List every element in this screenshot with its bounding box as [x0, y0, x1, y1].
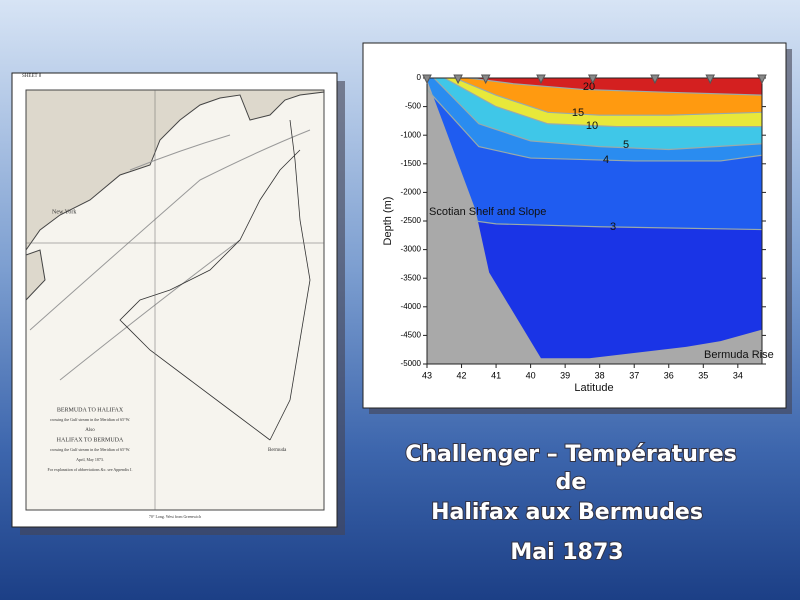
- x-tick-label: 34: [733, 370, 743, 380]
- y-tick-label: -2000: [401, 188, 422, 197]
- map-label: Bermuda: [268, 448, 287, 453]
- station: [480, 74, 491, 85]
- contour-line: [475, 220, 762, 231]
- contour-label: 10: [586, 120, 598, 132]
- map-subtitle: crossing the Gulf stream in the Meridian…: [50, 447, 130, 452]
- x-tick-label: 37: [629, 370, 639, 380]
- contour-label: 5: [623, 139, 629, 151]
- contour-line: [454, 78, 762, 116]
- station: [587, 74, 598, 85]
- contour-label: 4: [603, 154, 609, 166]
- contour-line: [427, 89, 762, 162]
- y-tick-label: -500: [405, 102, 422, 111]
- y-axis-label: Depth (m): [382, 197, 394, 246]
- station: [757, 74, 767, 85]
- axes: 0 -500 -1000 -1500 -2000 -2500 -3000 -3500 -4000…: [401, 73, 766, 380]
- x-tick-label: 40: [526, 370, 536, 380]
- temperature-band: [427, 78, 762, 96]
- y-tick-label: -1500: [401, 159, 422, 168]
- x-tick-label: 35: [698, 370, 708, 380]
- slide-title: de: [556, 470, 587, 495]
- x-tick-label: 43: [422, 370, 432, 380]
- plot-area: [427, 78, 762, 364]
- y-tick-label: 0: [417, 73, 422, 82]
- y-tick-label: -1000: [401, 130, 422, 139]
- map-footer: 70° Long. West from Greenwich: [149, 514, 201, 519]
- contour-label: 15: [572, 107, 584, 119]
- map-note: For explanation of abbreviations &c. see…: [48, 467, 133, 472]
- x-tick-label: 38: [595, 370, 605, 380]
- map-subtitle: crossing the Gulf stream in the Meridian…: [50, 417, 130, 422]
- slide-title: Halifax aux Bermudes: [431, 500, 703, 525]
- slide-date: Mai 1873: [510, 540, 623, 565]
- station: [422, 74, 432, 85]
- map-sheet: SHEET 8: [22, 74, 42, 79]
- y-tick-label: -2500: [401, 216, 422, 225]
- slide-title: Challenger – Températures: [405, 442, 737, 467]
- annotation: Bermuda Rise: [704, 349, 774, 361]
- x-tick-label: 39: [560, 370, 570, 380]
- map-text: Also: [85, 428, 95, 433]
- annotation: Scotian Shelf and Slope: [429, 206, 546, 218]
- y-tick-label: -4000: [401, 302, 422, 311]
- station: [453, 74, 463, 85]
- contour-line: [468, 78, 762, 96]
- map-title: BERMUDA TO HALIFAX: [57, 407, 124, 413]
- x-tick-label: 41: [491, 370, 501, 380]
- contour-label: 3: [610, 221, 616, 233]
- contour-line: [433, 78, 762, 151]
- map-date: April, May 1873.: [76, 457, 104, 463]
- y-tick-label: -5000: [401, 359, 422, 368]
- station: [650, 74, 660, 85]
- x-tick-label: 42: [457, 370, 467, 380]
- y-tick-label: -3000: [401, 245, 422, 254]
- contour-label: 20: [583, 81, 595, 93]
- y-tick-label: -3500: [401, 273, 422, 282]
- x-tick-label: 36: [664, 370, 674, 380]
- y-tick-label: -4500: [401, 331, 422, 340]
- x-axis-label: Latitude: [574, 382, 613, 394]
- coast: [25, 89, 325, 252]
- coast: [25, 249, 46, 302]
- station: [705, 74, 716, 85]
- seafloor: [427, 79, 762, 364]
- map-label: New York: [52, 209, 76, 215]
- map-title: HALIFAX TO BERMUDA: [57, 437, 124, 443]
- station: [536, 74, 546, 85]
- contour-line: [443, 78, 762, 128]
